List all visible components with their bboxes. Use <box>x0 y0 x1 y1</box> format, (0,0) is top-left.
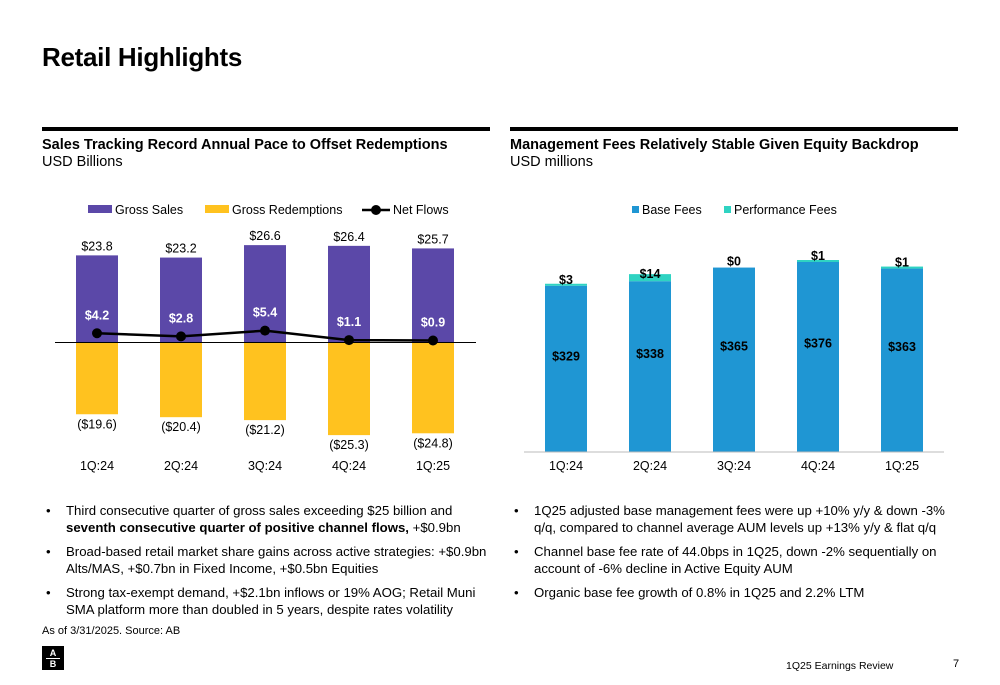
left-panel-title: Sales Tracking Record Annual Pace to Off… <box>42 137 448 153</box>
label-gross-redemptions: ($25.3) <box>329 438 369 452</box>
logo-letter-top: A <box>49 648 57 658</box>
right-panel-subtitle: USD millions <box>510 154 593 170</box>
bar-gross-redemptions <box>244 342 286 421</box>
logo-letter-bottom: B <box>49 659 57 669</box>
legend-marker-net-flows <box>371 205 381 215</box>
net-flows-point <box>344 335 354 346</box>
legend-label-gross-redemptions: Gross Redemptions <box>232 203 342 217</box>
label-performance-fees: $3 <box>559 273 573 287</box>
bar-gross-sales <box>412 248 454 343</box>
label-gross-sales: $23.8 <box>81 239 112 253</box>
label-gross-sales: $25.7 <box>417 232 448 246</box>
bar-gross-sales <box>160 257 202 343</box>
label-gross-sales: $26.4 <box>333 230 364 244</box>
label-base-fees: $363 <box>888 340 916 354</box>
x-tick-label: 3Q:24 <box>248 459 282 473</box>
bar-performance-fees <box>881 266 923 269</box>
x-tick-label: 1Q:25 <box>885 459 919 473</box>
left-bullet: Broad-based retail market share gains ac… <box>42 543 492 577</box>
page-title: Retail Highlights <box>42 42 243 72</box>
label-net-flows: $2.8 <box>169 311 193 325</box>
bar-base-fees <box>797 262 839 452</box>
left-bullets: Third consecutive quarter of gross sales… <box>42 502 492 625</box>
right-panel-title: Management Fees Relatively Stable Given … <box>510 137 919 153</box>
right-bullet: Channel base fee rate of 44.0bps in 1Q25… <box>510 543 958 577</box>
legend-label-base-fees: Base Fees <box>642 203 702 217</box>
label-gross-redemptions: ($24.8) <box>413 436 453 450</box>
left-panel-subtitle: USD Billions <box>42 154 123 170</box>
net-flows-point <box>260 325 270 336</box>
label-gross-redemptions: ($19.6) <box>77 417 117 431</box>
bar-performance-fees <box>797 260 839 262</box>
label-net-flows: $1.1 <box>337 315 361 329</box>
bar-gross-redemptions <box>76 342 118 415</box>
bar-gross-redemptions <box>412 342 454 434</box>
label-gross-sales: $26.6 <box>249 229 280 243</box>
footer-text: 1Q25 Earnings Review <box>786 660 894 672</box>
legend-swatch-base-fees <box>632 206 639 213</box>
bar-gross-sales <box>76 255 118 343</box>
footnote: As of 3/31/2025. Source: AB <box>42 625 181 637</box>
x-tick-label: 4Q:24 <box>332 459 366 473</box>
x-tick-label: 1Q:24 <box>80 459 114 473</box>
label-gross-redemptions: ($20.4) <box>161 420 201 434</box>
label-performance-fees: $0 <box>727 255 741 269</box>
x-tick-label: 3Q:24 <box>717 459 751 473</box>
x-tick-label: 1Q:25 <box>416 459 450 473</box>
label-gross-sales: $23.2 <box>165 242 196 256</box>
x-tick-label: 1Q:24 <box>549 459 583 473</box>
bar-performance-fees <box>629 274 671 282</box>
bar-base-fees <box>881 268 923 452</box>
left-bullet: Third consecutive quarter of gross sales… <box>42 502 492 536</box>
bar-gross-redemptions <box>328 342 370 436</box>
bar-base-fees <box>629 281 671 452</box>
right-bullets: 1Q25 adjusted base management fees were … <box>510 502 958 608</box>
label-performance-fees: $1 <box>811 249 825 263</box>
x-tick-label: 2Q:24 <box>164 459 198 473</box>
bar-base-fees <box>545 285 587 452</box>
bar-performance-fees <box>545 283 587 286</box>
legend-label-gross-sales: Gross Sales <box>115 203 183 217</box>
legend-swatch-performance-fees <box>724 206 731 213</box>
legend-swatch-gross-sales <box>88 205 112 213</box>
legend-swatch-gross-redemptions <box>205 205 229 213</box>
right-panel-rule <box>510 127 958 131</box>
x-tick-label: 4Q:24 <box>801 459 835 473</box>
net-flows-point <box>176 331 186 342</box>
net-flows-point <box>428 335 438 346</box>
legend-label-net-flows: Net Flows <box>393 203 449 217</box>
label-performance-fees: $1 <box>895 256 909 270</box>
label-net-flows: $4.2 <box>85 308 109 322</box>
label-base-fees: $338 <box>636 347 664 361</box>
label-base-fees: $376 <box>804 337 832 351</box>
bar-base-fees <box>713 267 755 452</box>
label-base-fees: $365 <box>720 340 748 354</box>
left-bullet: Strong tax-exempt demand, +$2.1bn inflow… <box>42 584 492 618</box>
label-net-flows: $0.9 <box>421 316 445 330</box>
label-base-fees: $329 <box>552 350 580 364</box>
legend-label-performance-fees: Performance Fees <box>734 203 837 217</box>
label-gross-redemptions: ($21.2) <box>245 423 285 437</box>
logo-divider <box>46 658 60 659</box>
net-flows-point <box>92 328 102 339</box>
label-performance-fees: $14 <box>640 267 661 281</box>
left-panel-rule <box>42 127 490 131</box>
ab-logo: A B <box>42 646 64 670</box>
right-bullet: 1Q25 adjusted base management fees were … <box>510 502 958 536</box>
x-tick-label: 2Q:24 <box>633 459 667 473</box>
bar-gross-sales <box>328 245 370 343</box>
label-net-flows: $5.4 <box>253 306 277 320</box>
right-bullet: Organic base fee growth of 0.8% in 1Q25 … <box>510 584 958 601</box>
bar-gross-redemptions <box>160 342 202 418</box>
page-number: 7 <box>953 658 960 670</box>
